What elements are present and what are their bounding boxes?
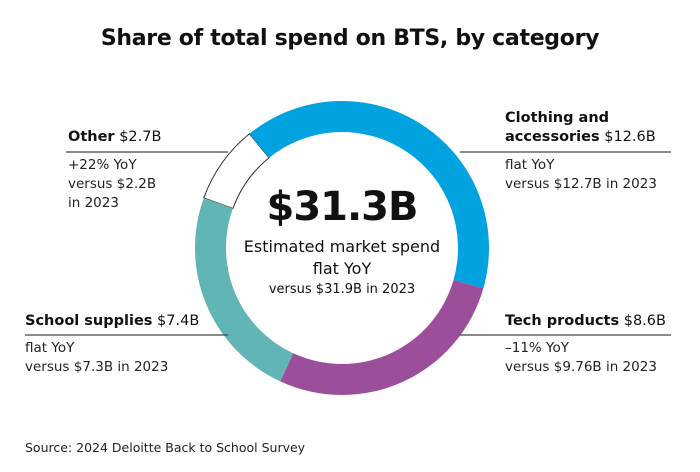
- label-clothing: Clothing and accessories $12.6B: [505, 110, 656, 145]
- total-value: $31.3B: [266, 184, 418, 230]
- detail-school: flat YoY versus $7.3B in 2023: [25, 340, 169, 375]
- chart-title: Share of total spend on BTS, by category: [100, 26, 600, 51]
- total-comparison: versus $31.9B in 2023: [268, 282, 416, 297]
- detail-clothing: flat YoY versus $12.7B in 2023: [505, 157, 657, 192]
- slice-clothing-and-accessories: [249, 101, 489, 289]
- slice-school-supplies: [194, 197, 294, 382]
- source-note: Source: 2024 Deloitte Back to School Sur…: [25, 440, 306, 455]
- label-other: Other $2.7B: [68, 129, 162, 145]
- detail-other: +22% YoY versus $2.2B in 2023: [68, 157, 157, 211]
- slice-tech-products: [280, 279, 484, 395]
- total-caption: Estimated market spend flat YoY: [243, 237, 441, 278]
- label-school: School supplies $7.4B: [25, 313, 200, 329]
- label-tech: Tech products $8.6B: [505, 313, 666, 329]
- detail-tech: –11% YoY versus $9.76B in 2023: [505, 340, 657, 375]
